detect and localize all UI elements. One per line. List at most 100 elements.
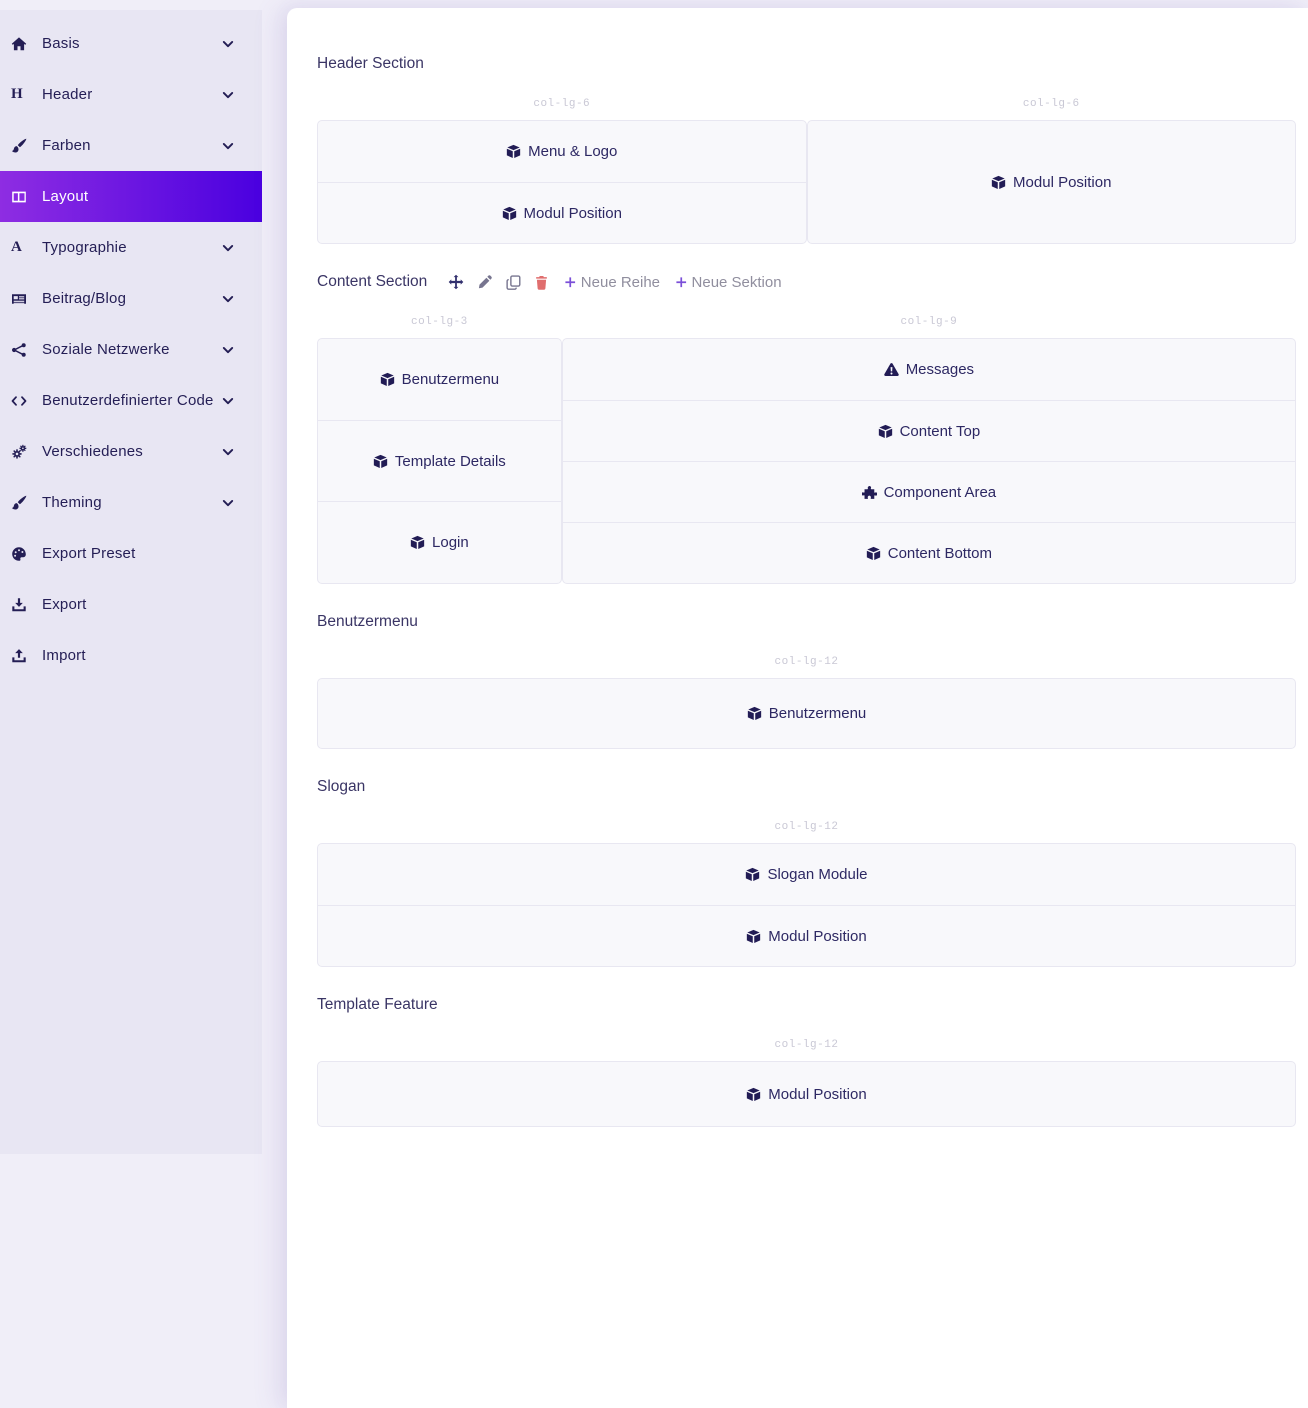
sidebar-item-beitrag-blog[interactable]: Beitrag/Blog (0, 273, 262, 324)
sidebar-item-label: Basis (42, 35, 80, 52)
cube-icon (506, 144, 521, 159)
cube-icon (373, 454, 388, 469)
module-modul-position[interactable]: Modul Position (318, 182, 806, 243)
sidebar-item-soziale-netzwerke[interactable]: Soziale Netzwerke (0, 324, 262, 375)
module-label: Benutzermenu (768, 705, 867, 722)
grid-row: Menu & Logo Modul Position Modul Position (317, 120, 1296, 244)
module-component-area[interactable]: Component Area (562, 461, 1295, 522)
sidebar-item-label: Verschiedenes (42, 443, 144, 460)
sidebar-item-label: Theming (42, 494, 102, 511)
section-title: Slogan (317, 778, 366, 795)
sidebar-item-farben[interactable]: Farben (0, 120, 262, 171)
puzzle-icon (861, 485, 877, 500)
new-section-button[interactable]: Neue Sektion (675, 274, 782, 291)
column-width-labels: col-lg-6 col-lg-6 (317, 98, 1296, 112)
column-width-labels: col-lg-12 (317, 656, 1296, 670)
cube-icon (746, 929, 761, 944)
cogs-icon (11, 444, 36, 460)
chevron-down-icon (221, 241, 246, 255)
cube-icon (410, 535, 425, 550)
sidebar-item-theming[interactable]: Theming (0, 477, 262, 528)
sidebar-item-import[interactable]: Import (0, 630, 262, 681)
sidebar-item-export[interactable]: Export (0, 579, 262, 630)
cube-icon (866, 546, 881, 561)
sidebar-item-label: Farben (42, 137, 91, 154)
code-icon (11, 393, 36, 409)
plus-icon (675, 276, 688, 289)
column-width-label: col-lg-3 (410, 316, 468, 328)
chevron-down-icon (221, 394, 246, 408)
chevron-down-icon (221, 445, 246, 459)
download-icon (11, 597, 36, 613)
sidebar-item-basis[interactable]: Basis (0, 18, 262, 69)
module-label: Benutzermenu (401, 370, 500, 388)
move-button[interactable] (448, 274, 464, 290)
module-modul-position[interactable]: Modul Position (318, 905, 1295, 966)
new-row-button[interactable]: Neue Reihe (564, 274, 660, 291)
module-label: Slogan Module (767, 866, 868, 883)
section-header: Template Feature (317, 995, 1296, 1015)
sidebar-item-header[interactable]: H Header (0, 69, 262, 120)
module-label: Modul Position (523, 204, 622, 222)
column-width-label: col-lg-6 (533, 98, 591, 110)
column-width-labels: col-lg-3 col-lg-9 (317, 316, 1296, 330)
section-header: Benutzermenu (317, 612, 1296, 632)
column-box: Messages Content Top Component Area Content… (561, 338, 1296, 584)
sidebar-item-label: Benutzerdefinierter Code (42, 392, 214, 409)
column-box: Benutzermenu Template Details Login (317, 338, 562, 584)
upload-icon (11, 648, 36, 664)
edit-button[interactable] (477, 274, 493, 290)
module-modul-position[interactable]: Modul Position (808, 121, 1296, 243)
module-content-bottom[interactable]: Content Bottom (562, 522, 1295, 583)
module-login[interactable]: Login (318, 501, 561, 583)
chevron-down-icon (221, 496, 246, 510)
module-modul-position[interactable]: Modul Position (318, 1062, 1295, 1126)
module-label: Content Top (899, 422, 981, 440)
plus-icon (564, 276, 577, 289)
cube-icon (878, 424, 893, 439)
grid-column: Benutzermenu (317, 678, 1296, 749)
section-header: Header Section (317, 54, 1296, 74)
module-benutzermenu[interactable]: Benutzermenu (318, 339, 561, 420)
module-menu-logo[interactable]: Menu & Logo (318, 121, 806, 182)
layout-sections: Header Section col-lg-6 col-lg-6 Menu & Log… (317, 54, 1296, 1127)
sidebar-item-typographie[interactable]: A Typographie (0, 222, 262, 273)
chevron-down-icon (221, 37, 246, 51)
chevron-down-icon (221, 88, 246, 102)
delete-button[interactable] (534, 275, 549, 290)
module-messages[interactable]: Messages (563, 339, 1295, 400)
module-label: Modul Position (1013, 173, 1112, 191)
module-benutzermenu[interactable]: Benutzermenu (318, 679, 1295, 748)
sidebar-item-label: Layout (42, 188, 89, 205)
module-label: Messages (905, 361, 975, 378)
section-header: Content Section Neue Reihe Neue Sektion (317, 272, 1296, 292)
cube-icon (746, 1087, 761, 1102)
trash-icon (534, 275, 549, 290)
module-label: Modul Position (768, 927, 867, 945)
new-section-label: Neue Sektion (691, 273, 782, 291)
section-title: Content Section (317, 273, 428, 290)
module-content-top[interactable]: Content Top (562, 400, 1295, 461)
sidebar-item-export-preset[interactable]: Export Preset (0, 528, 262, 579)
module-label: Content Bottom (887, 544, 992, 562)
sidebar-item-benutzerdefinierter-code[interactable]: Benutzerdefinierter Code (0, 375, 262, 426)
column-width-labels: col-lg-12 (317, 821, 1296, 835)
section-title: Template Feature (317, 996, 438, 1013)
module-slogan-module[interactable]: Slogan Module (318, 844, 1295, 905)
module-template-details[interactable]: Template Details (318, 419, 561, 502)
grid-column: Modul Position (806, 120, 1296, 244)
sidebar-item-layout[interactable]: Layout (0, 171, 262, 222)
column-width-labels: col-lg-12 (317, 1039, 1296, 1053)
column-box: Modul Position (806, 120, 1296, 244)
cube-icon (745, 867, 760, 882)
sidebar-item-label: Typographie (42, 239, 127, 256)
copy-button[interactable] (506, 274, 521, 290)
sidebar-item-verschiedenes[interactable]: Verschiedenes (0, 426, 262, 477)
column-box: Slogan Module Modul Position (317, 843, 1296, 967)
grid-row: Modul Position (317, 1061, 1296, 1127)
section-content-section: Content Section Neue Reihe Neue Sektion col… (317, 272, 1296, 584)
section-header-section: Header Section col-lg-6 col-lg-6 Menu & Log… (317, 54, 1296, 244)
columns-icon (11, 189, 36, 205)
cube-icon (747, 706, 762, 721)
layout-builder-panel: Header Section col-lg-6 col-lg-6 Menu & Log… (287, 8, 1308, 1408)
